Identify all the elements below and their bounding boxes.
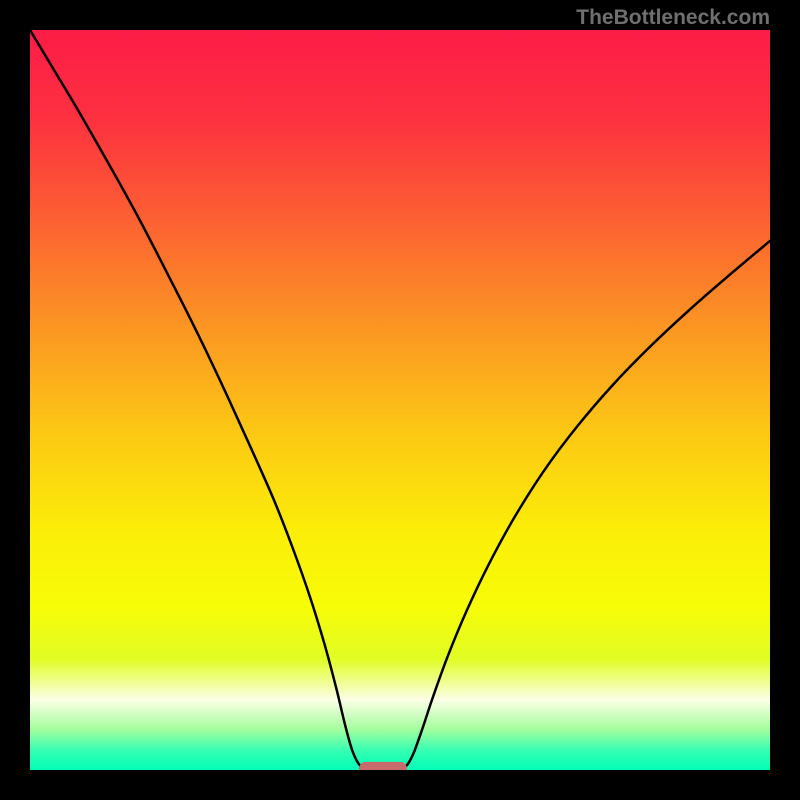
- plot-area: [30, 30, 770, 770]
- watermark-text: TheBottleneck.com: [576, 6, 770, 30]
- bottleneck-chart: [30, 30, 770, 770]
- chart-container: TheBottleneck.com: [0, 0, 800, 800]
- optimal-marker: [359, 762, 407, 770]
- gradient-background: [30, 30, 770, 770]
